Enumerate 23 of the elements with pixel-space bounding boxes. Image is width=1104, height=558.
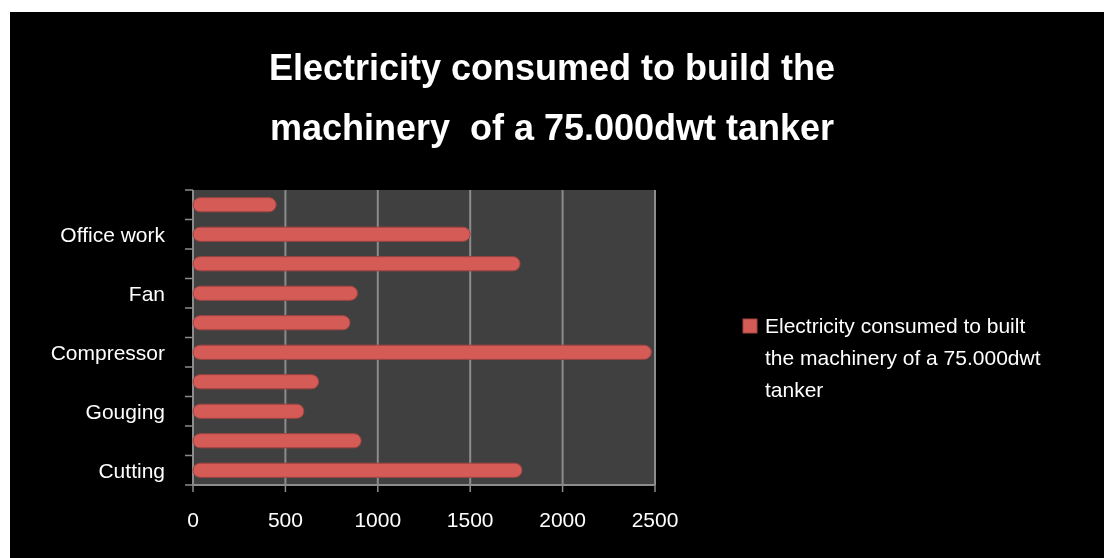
y-tick-label: Compressor <box>50 340 165 364</box>
y-tick-label: Office work <box>60 222 166 246</box>
x-tick-label: 1000 <box>354 508 402 531</box>
bar <box>192 462 523 478</box>
x-tick-label: 1500 <box>446 508 494 531</box>
bar <box>192 285 358 301</box>
bar <box>192 433 362 449</box>
chart-title: Electricity consumed to build the machinery of a 75.000dwt tanker <box>268 47 836 148</box>
x-tick-label: 2500 <box>631 508 679 531</box>
x-tick-label: 0 <box>187 508 199 531</box>
bar <box>192 344 652 360</box>
bar <box>192 197 277 213</box>
bar <box>192 256 521 272</box>
bar <box>192 226 471 242</box>
y-tick-label: Gouging <box>85 399 165 423</box>
y-tick-label: Fan <box>128 281 165 305</box>
x-tick-label: 2000 <box>539 508 586 531</box>
legend-label: Electricity consumed to built the machinery of a 75.000dwt tanker <box>765 314 1041 402</box>
x-tick-label: 500 <box>267 508 303 531</box>
bar <box>192 403 305 419</box>
bar <box>192 374 320 390</box>
y-tick-label: Cutting <box>98 458 165 482</box>
bar <box>192 315 351 331</box>
